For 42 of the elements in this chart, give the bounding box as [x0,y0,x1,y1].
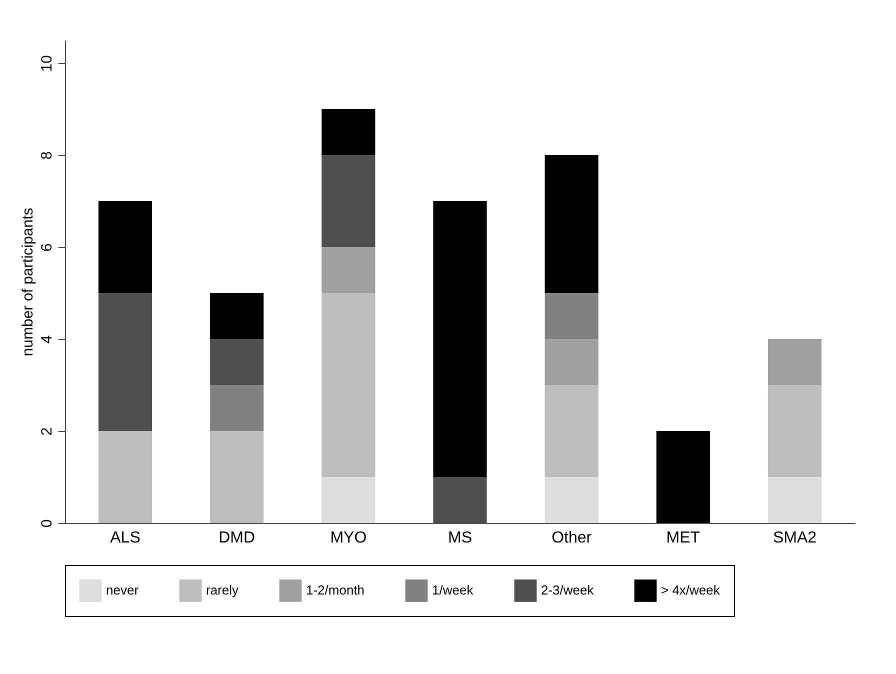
bar [768,477,822,523]
bar [656,431,710,523]
bar [210,339,264,385]
bar [322,247,376,293]
bar [322,477,376,523]
bar [544,339,598,385]
x-tick-label: ALS [110,530,140,546]
y-axis-title: number of participants [20,208,36,356]
bar [322,155,376,247]
x-tick-label: MYO [330,530,367,546]
legend-label: 1/week [432,582,474,598]
bar [210,431,264,523]
bar [98,293,152,431]
legend-label: rarely [206,582,240,598]
x-tick-label: MET [666,530,700,546]
bar [210,293,264,339]
bar [98,431,152,523]
y-tick-label: 0 [38,519,56,528]
y-tick-label: 8 [38,151,56,160]
x-tick-label: DMD [218,530,256,546]
y-tick-label: 6 [38,243,56,252]
legend-label: 2-3/week [541,582,594,598]
bar [544,155,598,293]
bar [544,385,598,477]
bar [433,201,487,477]
x-tick-label: SMA2 [772,530,817,546]
y-tick-label: 2 [38,427,56,436]
bar [322,109,376,155]
legend-label: 1-2/month [306,582,365,598]
bar [98,201,152,293]
y-tick-label: 4 [38,335,56,344]
legend-label: > 4x/week [661,582,720,598]
bar [544,293,598,339]
x-tick-label: MS [448,530,472,546]
y-tick-label: 10 [38,55,56,72]
bar [322,293,376,477]
bar [544,477,598,523]
bar [768,339,822,385]
bar [768,385,822,477]
legend-label: never [106,582,140,598]
bar [210,385,264,431]
x-tick-label: Other [552,530,592,546]
